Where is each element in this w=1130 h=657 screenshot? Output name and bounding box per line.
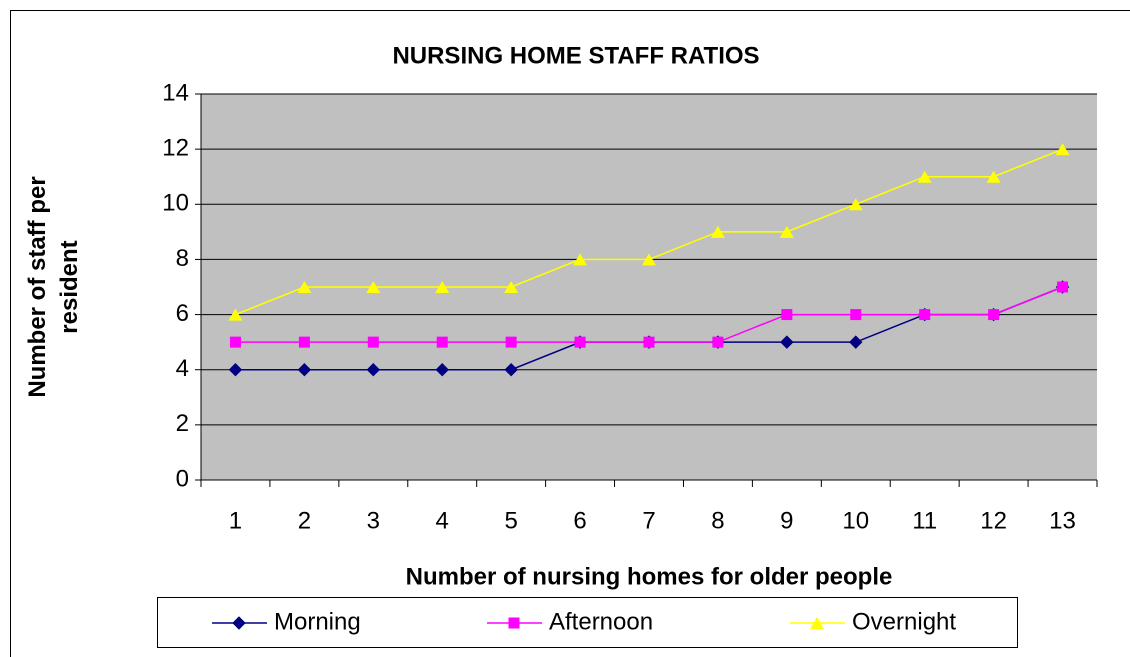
y-tick-label: 6 [176,300,189,327]
x-axis-label: Number of nursing homes for older people [406,563,893,590]
marker [367,336,379,348]
marker [228,308,243,321]
marker [848,198,863,211]
marker [1055,143,1070,156]
legend-label: Afternoon [549,608,653,635]
x-tick-label: 4 [436,507,449,534]
y-axis-label-line: Number of staff per [24,176,51,397]
marker [780,335,794,349]
x-tick-label: 5 [504,507,517,534]
y-tick-label: 2 [176,410,189,437]
marker [232,616,246,630]
y-tick-label: 12 [162,134,189,161]
x-tick-label: 3 [367,507,380,534]
marker [508,617,520,629]
x-tick-label: 12 [980,507,1007,534]
marker [710,225,725,238]
chart-title: NURSING HOME STAFF RATIOS [392,42,759,69]
marker [781,309,793,321]
marker [229,336,241,348]
x-tick-label: 1 [229,507,242,534]
x-tick-label: 10 [842,507,869,534]
marker [779,225,794,238]
marker [850,309,862,321]
y-tick-label: 8 [176,245,189,272]
marker [988,309,1000,321]
marker [917,170,932,183]
marker [504,281,519,293]
marker [712,336,724,348]
marker [573,253,588,266]
marker [1057,281,1069,293]
marker [574,336,586,348]
x-tick-label: 2 [298,507,311,534]
marker [986,170,1001,183]
legend-label: Morning [274,608,361,635]
marker [849,335,863,349]
marker [366,363,381,377]
marker [643,336,655,348]
marker [919,309,931,321]
marker [504,363,518,377]
x-tick-label: 7 [642,507,655,534]
marker [436,336,448,348]
marker [228,363,243,377]
x-tick-label: 6 [573,507,586,534]
x-tick-label: 13 [1049,507,1076,534]
marker [297,363,312,377]
legend [157,597,1018,648]
marker [642,253,656,266]
y-tick-label: 10 [162,190,189,217]
marker [505,336,517,348]
marker [435,281,450,293]
marker [298,336,310,348]
marker [435,363,449,377]
y-tick-label: 14 [162,79,189,106]
marker [297,281,312,293]
legend-label: Overnight [852,608,956,635]
y-axis-label: Number of staff per resident [24,176,83,397]
x-tick-label: 9 [780,507,793,534]
x-tick-label: 11 [912,507,937,534]
y-axis-label-line: resident [56,240,83,333]
marker [366,281,381,293]
x-tick-label: 8 [711,507,724,534]
y-tick-label: 0 [176,465,189,492]
y-tick-label: 4 [176,355,189,382]
marker [810,617,824,629]
